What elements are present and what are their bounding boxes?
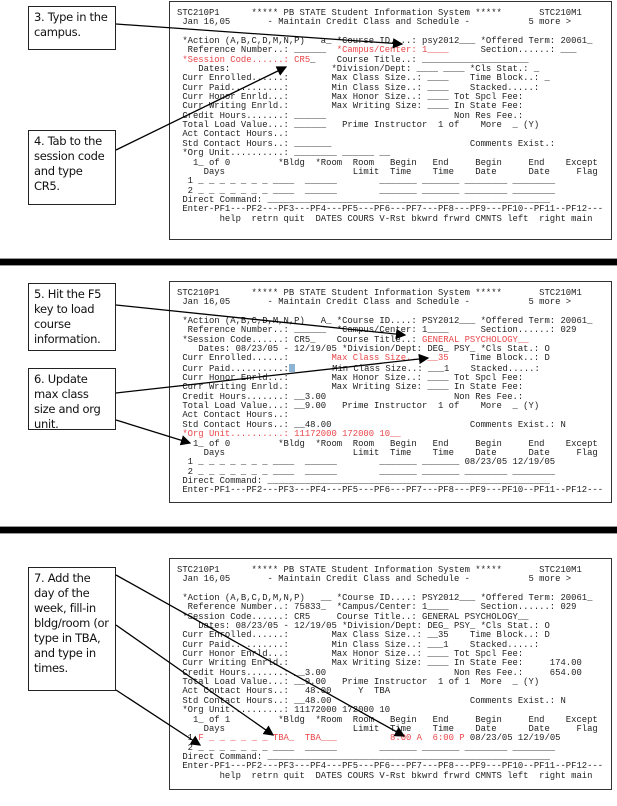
terminal-line: Jan 16,05 - Maintain Credit Class and Sc… bbox=[177, 297, 572, 308]
section-divider bbox=[0, 526, 617, 534]
terminal-text: STC210P1 ***** PB STATE Student Informat… bbox=[177, 565, 611, 781]
callout-step-5: 5. Hit the F5 key to load course informa… bbox=[28, 283, 116, 351]
highlighted-field: GENERAL PSYCHOLOGY__ bbox=[422, 334, 529, 345]
terminal-line: STC210P1 ***** PB STATE Student Informat… bbox=[177, 288, 582, 298]
terminal-screen-2: STC210P1 ***** PB STATE Student Informat… bbox=[169, 281, 612, 503]
highlighted-field: *Campus/Center: 1____ bbox=[336, 45, 449, 56]
terminal-line: Jan 16,05 - Maintain Credit Class and Sc… bbox=[177, 17, 572, 28]
terminal-text-segment: Time Block..: D bbox=[448, 353, 550, 364]
terminal-screen-3: STC210P1 ***** PB STATE Student Informat… bbox=[169, 558, 612, 790]
terminal-line: Dates: 08/23/05 - 12/19/05 *Division/Dep… bbox=[177, 344, 550, 355]
terminal-line: 1_ of 0 *Bldg *Room Room Begin End Begin… bbox=[177, 438, 598, 449]
terminal-text-segment: _ Course Title..: ____________________ bbox=[310, 54, 529, 65]
terminal-line: Days Limit Time Time Date Date Flag bbox=[177, 447, 598, 458]
terminal-line: *Session Code......: CR5_ Course Title..… bbox=[177, 54, 611, 65]
highlighted-field: *Session Code......: CR5 bbox=[182, 54, 311, 65]
terminal-line: Total Load Value...: __9.00 Prime Instru… bbox=[177, 401, 540, 412]
callout-step-6: 6. Update max class size and org unit. bbox=[28, 368, 116, 431]
terminal-line: *Org Unit..........: 11172000 172000 10_… bbox=[177, 429, 611, 440]
terminal-line: Days Limit Time Time Date Date Flag bbox=[177, 166, 598, 177]
terminal-line: STC210P1 ***** PB STATE Student Informat… bbox=[177, 565, 582, 575]
terminal-line: 1 _ _ _ _ _ _ _ ____ ______ _______ ____… bbox=[177, 457, 556, 468]
terminal-line: Act Contact Hours..: bbox=[177, 410, 289, 421]
terminal-text-segment: Curr Enrolled......: bbox=[177, 353, 332, 364]
terminal-line: Enter-PF1---PF2---PF3---PF4---PF5---PF6-… bbox=[177, 204, 604, 215]
highlighted-field: Max Class Size..: __35 bbox=[331, 353, 449, 364]
terminal-text-segment: Reference Number..: ______ bbox=[177, 45, 337, 56]
section-divider bbox=[0, 258, 617, 266]
terminal-line: Std Contact Hours..: __48.00 Comments Ex… bbox=[177, 419, 566, 430]
highlighted-field: *Org Unit..........: 11172000 172000 10_… bbox=[182, 429, 401, 440]
terminal-line: *Session Code......: CR5_ Course Title..… bbox=[177, 334, 611, 345]
terminal-line: Curr Enrolled......: Max Class Size..: _… bbox=[177, 354, 611, 363]
terminal-line: 1 _ _ _ _ _ _ _ ____ ______ _______ ____… bbox=[177, 176, 556, 187]
terminal-line: Credit Hours.......: __3.00 Non Res Fee.… bbox=[177, 391, 524, 402]
terminal-line: Jan 16,05 - Maintain Credit Class and Sc… bbox=[177, 574, 572, 585]
terminal-line: Enter-PF1---PF2---PF3---PF4---PF5---PF6-… bbox=[177, 485, 604, 496]
terminal-line: Direct Command: ________________________… bbox=[177, 475, 550, 486]
terminal-line: STC210P1 ***** PB STATE Student Informat… bbox=[177, 8, 582, 18]
terminal-text-segment: 08/23/05 12/19/05 bbox=[464, 733, 561, 744]
highlighted-field: F _ _ _ _ _ _ TBA_ TBA___ 8:00 A 6:00 P bbox=[198, 733, 465, 744]
callout-step-7: 7. Add the day of the week, fill-in bldg… bbox=[28, 567, 116, 691]
terminal-line: help retrn quit DATES COURS V-Rst bkwrd … bbox=[177, 770, 593, 781]
terminal-line: Reference Number..: ______ *Campus/Cente… bbox=[177, 46, 611, 55]
terminal-text-segment: 1 bbox=[177, 733, 199, 744]
terminal-line: Enter-PF1---PF2---PF3---PF4---PF5---PF6-… bbox=[177, 761, 604, 772]
callout-step-3: 3. Type in the campus. bbox=[28, 6, 116, 50]
terminal-line: *Org Unit..........: ________ ______ __ bbox=[177, 148, 391, 159]
terminal-line: Direct Command: ________________________… bbox=[177, 751, 550, 762]
terminal-screen-1: STC210P1 ***** PB STATE Student Informat… bbox=[169, 1, 612, 240]
terminal-text: STC210P1 ***** PB STATE Student Informat… bbox=[177, 288, 611, 496]
terminal-line: 2 _ _ _ _ _ _ _ ____ ______ _______ ____… bbox=[177, 742, 556, 753]
terminal-text-segment: Section......: ___ bbox=[448, 45, 577, 56]
terminal-line: 2 _ _ _ _ _ _ _ ____ ______ _______ ____… bbox=[177, 466, 556, 477]
terminal-line: 2 _ _ _ _ _ _ _ ____ ______ _______ ____… bbox=[177, 185, 556, 196]
terminal-line: help retrn quit DATES COURS V-Rst bkwrd … bbox=[177, 213, 593, 224]
terminal-line: 1_ of 0 *Bldg *Room Room Begin End Begin… bbox=[177, 157, 598, 168]
terminal-text: STC210P1 ***** PB STATE Student Informat… bbox=[177, 8, 611, 224]
callout-step-4: 4. Tab to the session code and type CR5. bbox=[28, 130, 116, 205]
terminal-text-segment: *Session Code......: CR5_ Course Title..… bbox=[177, 334, 422, 345]
terminal-line: Direct Command: ________________________… bbox=[177, 194, 550, 205]
